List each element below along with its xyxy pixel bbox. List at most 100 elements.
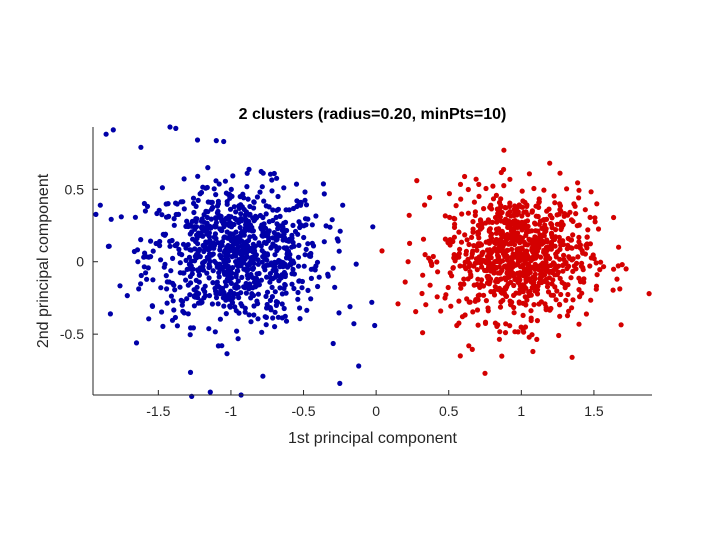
data-point xyxy=(252,284,259,290)
data-point xyxy=(472,212,478,218)
data-point xyxy=(470,219,476,225)
data-point xyxy=(560,241,567,248)
data-point xyxy=(520,300,526,306)
data-point xyxy=(212,329,218,335)
data-point xyxy=(259,329,265,335)
data-point xyxy=(143,270,149,276)
data-point xyxy=(204,223,210,229)
data-point xyxy=(158,257,164,263)
data-point xyxy=(202,283,208,289)
data-point xyxy=(242,225,248,231)
data-point xyxy=(511,235,518,241)
data-point xyxy=(458,196,464,202)
data-point xyxy=(191,293,197,299)
data-point xyxy=(308,275,314,281)
data-point xyxy=(525,254,531,260)
data-point xyxy=(445,284,451,291)
data-point xyxy=(511,310,517,316)
data-point xyxy=(200,267,206,273)
x-tick-label: 0 xyxy=(372,403,380,419)
data-point xyxy=(470,248,476,254)
data-point xyxy=(537,276,543,282)
data-point xyxy=(297,224,303,231)
data-point xyxy=(289,244,295,250)
data-point xyxy=(503,216,509,222)
data-point xyxy=(529,285,535,291)
data-point xyxy=(531,302,537,308)
data-point xyxy=(515,210,521,216)
data-point xyxy=(184,296,190,302)
data-point xyxy=(494,218,500,224)
data-point xyxy=(237,233,243,239)
data-point xyxy=(450,238,456,245)
data-point xyxy=(163,201,169,207)
data-point xyxy=(248,257,254,263)
data-point xyxy=(569,354,575,360)
data-point xyxy=(538,271,544,277)
data-point xyxy=(560,222,566,228)
data-point xyxy=(516,290,523,296)
data-point xyxy=(256,240,262,246)
data-point xyxy=(442,213,448,219)
data-point xyxy=(483,185,489,192)
data-point xyxy=(570,268,576,274)
data-point xyxy=(462,173,468,180)
data-point xyxy=(474,267,480,273)
data-point xyxy=(274,175,280,181)
data-point xyxy=(573,211,579,217)
data-point xyxy=(557,275,563,282)
data-point xyxy=(269,294,275,300)
data-point xyxy=(548,230,555,237)
data-point xyxy=(277,213,283,219)
chart-title: 2 clusters (radius=0.20, minPts=10) xyxy=(239,106,507,123)
data-point xyxy=(261,239,268,246)
data-point xyxy=(248,295,254,301)
data-point xyxy=(192,253,198,259)
data-point xyxy=(517,234,523,240)
data-point xyxy=(308,296,314,302)
data-point xyxy=(405,259,411,265)
data-point xyxy=(536,301,542,307)
data-point xyxy=(205,246,211,253)
data-point xyxy=(258,226,264,232)
data-point xyxy=(536,199,542,205)
data-point xyxy=(181,206,187,212)
data-point xyxy=(475,322,481,328)
data-point xyxy=(279,291,285,297)
data-point xyxy=(252,253,258,259)
data-point xyxy=(183,257,189,263)
data-point xyxy=(132,214,138,220)
data-point xyxy=(616,244,622,250)
data-point xyxy=(500,244,506,250)
data-point xyxy=(430,253,436,260)
data-point xyxy=(522,249,529,255)
data-point xyxy=(222,294,229,300)
data-point xyxy=(284,227,290,234)
data-point xyxy=(291,285,297,292)
data-point xyxy=(230,173,236,179)
data-point xyxy=(530,253,537,259)
data-point xyxy=(503,253,509,259)
data-point xyxy=(190,325,196,331)
data-point xyxy=(498,299,504,305)
data-point xyxy=(244,170,250,176)
data-point xyxy=(118,214,124,220)
data-point xyxy=(527,288,533,295)
data-point xyxy=(275,222,281,228)
data-point xyxy=(303,246,309,252)
data-point xyxy=(429,262,435,268)
x-axis-title: 1st principal component xyxy=(288,430,458,447)
data-point xyxy=(597,267,603,273)
data-point xyxy=(262,225,269,231)
data-point xyxy=(522,258,528,265)
data-point xyxy=(594,201,600,207)
data-point xyxy=(272,289,278,295)
data-point xyxy=(264,257,270,263)
data-point xyxy=(465,256,471,262)
data-point xyxy=(545,280,551,286)
data-point xyxy=(255,257,261,263)
data-point xyxy=(489,249,495,255)
data-point xyxy=(158,285,164,291)
data-point xyxy=(458,285,464,291)
